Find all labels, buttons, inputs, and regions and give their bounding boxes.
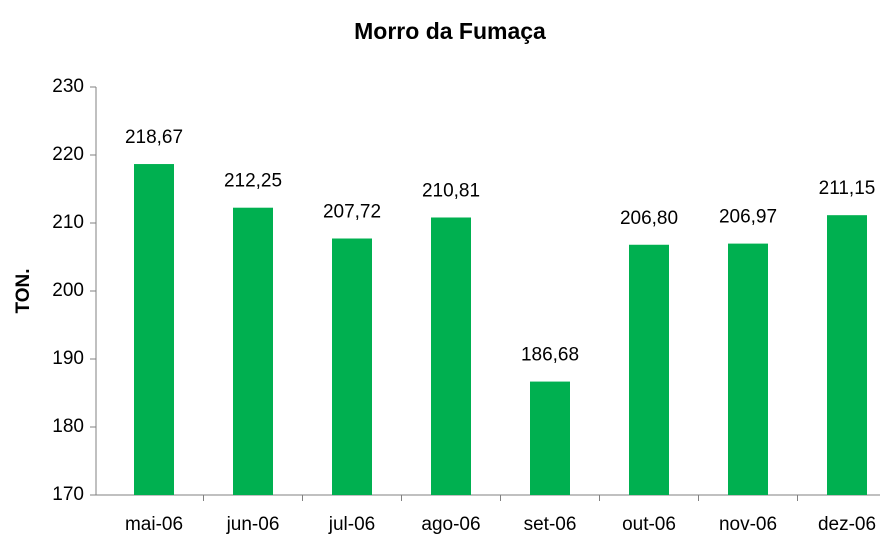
bar bbox=[431, 217, 471, 495]
x-tick-label: ago-06 bbox=[421, 514, 480, 535]
y-tick-label: 190 bbox=[52, 348, 84, 369]
y-tick-label: 170 bbox=[52, 484, 84, 505]
x-tick-label: jun-06 bbox=[226, 514, 280, 535]
bar bbox=[530, 381, 570, 495]
value-label: 211,15 bbox=[819, 178, 876, 199]
bar bbox=[332, 238, 372, 495]
x-tick-label: set-06 bbox=[524, 514, 577, 535]
x-tick-label: dez-06 bbox=[818, 514, 876, 535]
value-label: 210,81 bbox=[422, 181, 480, 202]
x-tick-label: nov-06 bbox=[719, 514, 777, 535]
bar bbox=[728, 243, 768, 495]
y-tick-label: 180 bbox=[52, 416, 84, 437]
value-label: 206,80 bbox=[620, 208, 678, 229]
value-label: 218,67 bbox=[125, 127, 183, 148]
bar bbox=[827, 215, 867, 495]
y-tick-label: 210 bbox=[52, 212, 84, 233]
bar bbox=[233, 207, 273, 495]
x-tick-label: jul-06 bbox=[328, 514, 375, 535]
bar bbox=[134, 164, 174, 495]
value-label: 186,68 bbox=[521, 345, 579, 366]
x-tick-label: out-06 bbox=[622, 514, 676, 535]
chart-title: Morro da Fumaça bbox=[354, 18, 546, 44]
value-label: 207,72 bbox=[323, 202, 381, 223]
y-tick-label: 230 bbox=[52, 76, 84, 97]
value-label: 212,25 bbox=[224, 171, 282, 192]
bar bbox=[629, 244, 669, 495]
value-label: 206,97 bbox=[719, 207, 777, 228]
y-tick-label: 200 bbox=[52, 280, 84, 301]
y-tick-label: 220 bbox=[52, 144, 84, 165]
x-tick-label: mai-06 bbox=[125, 514, 183, 535]
y-axis-label: TON. bbox=[13, 268, 34, 313]
